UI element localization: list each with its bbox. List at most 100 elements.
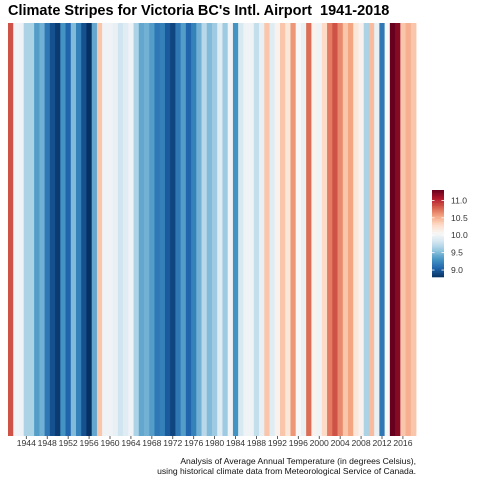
legend-color-segment [432,208,444,211]
stripe-1983 [227,23,234,436]
stripe-1981 [217,23,223,436]
legend-color-segment [432,245,444,247]
stripe-2010 [368,23,375,436]
stripe-1965 [133,23,140,436]
stripe-2000 [316,23,323,436]
stripe-2006 [348,23,354,436]
stripe-1969 [154,23,161,436]
legend-color-segment [432,236,444,239]
stripe-1970 [159,23,166,436]
x-tick-label: 2008 [352,438,371,448]
legend-color-segment [432,221,444,224]
x-axis-ticks: 1944 1948 1952 1956 1960 1964 1968 1972 1976 1980… [17,436,413,448]
stripe-1985 [238,23,244,436]
chart-title: Climate Stripes for Victoria BC's Intl. … [8,3,390,19]
legend-color-segment [432,216,444,218]
stripe-2013 [384,23,391,436]
stripe-1997 [300,23,307,436]
x-tick-label: 1968 [142,438,161,448]
stripe-1989 [259,23,265,436]
stripe-1946 [34,23,40,436]
stripe-2003 [332,23,338,436]
legend-color-segment [432,263,444,266]
legend-color-segment [432,272,444,275]
legend-color-segment [432,271,444,273]
x-tick-label: 1984 [226,438,245,448]
stripe-1959 [102,23,108,436]
caption-line-1: Analysis of Average Annual Temperature (… [180,456,416,466]
legend-color-segment [432,268,444,271]
legend-color-segment [432,256,444,259]
stripe-2002 [327,23,333,436]
x-tick-label: 1980 [205,438,224,448]
legend-color-segment [432,266,444,269]
stripe-1971 [164,23,171,436]
stripe-1980 [212,23,218,436]
legend-tick-label: 9.0 [451,265,463,275]
stripe-1958 [96,23,103,436]
stripe-1944 [23,23,30,436]
legend-color-segment [432,203,444,205]
legend-color-segment [432,198,444,201]
legend-color-segment [432,197,444,199]
stripe-1993 [280,23,286,436]
stripe-1967 [144,23,150,436]
stripe-2005 [342,23,349,436]
legend-color-segment [432,219,444,221]
stripe-1984 [232,23,239,436]
stripe-1962 [117,23,124,436]
legend-color-segment [432,248,444,250]
stripe-2009 [363,23,370,436]
stripe-1979 [206,23,213,436]
x-tick-label: 2000 [310,438,329,448]
legend-color-segment [432,259,444,262]
stripe-1955 [81,23,87,436]
legend-color-segment [432,275,444,278]
color-legend: 11.0 10.5 10.0 9.5 9.0 [432,190,468,278]
legend-tick-label: 9.5 [451,248,463,258]
stripe-1990 [264,23,270,436]
x-tick-label: 1976 [184,438,203,448]
legend-color-segment [432,210,444,213]
legend-color-segment [432,252,444,255]
stripe-2007 [353,23,359,436]
stripe-1998 [306,23,312,436]
stripe-1992 [274,23,281,436]
stripe-1964 [128,23,134,436]
x-tick-label: 2004 [331,438,350,448]
legend-color-segment [432,201,444,204]
legend-color-segment [432,232,444,234]
legend-color-segment [432,195,444,198]
stripe-2004 [337,23,344,436]
stripe-1976 [191,23,197,436]
legend-color-segment [432,269,444,272]
stripe-1954 [76,23,82,436]
legend-color-segment [432,191,444,194]
legend-color-segment [432,265,444,268]
stripe-1982 [222,23,229,436]
legend-color-segment [432,194,444,197]
stripe-1951 [60,23,66,436]
legend-color-segment [432,223,444,226]
stripe-1995 [290,23,297,436]
stripe-1945 [28,23,35,436]
legend-color-segment [432,246,444,249]
stripe-2017 [405,23,412,436]
stripe-1975 [185,23,192,436]
x-tick-label: 1948 [38,438,57,448]
stripe-2012 [379,23,386,436]
legend-color-segment [432,239,444,242]
stripe-2015 [395,23,401,436]
stripe-1986 [243,23,250,436]
stripe-2016 [400,23,406,436]
x-tick-label: 1996 [289,438,308,448]
legend-color-segment [432,214,444,217]
stripe-1974 [180,23,187,436]
stripe-1957 [91,23,98,436]
legend-color-segment [432,274,444,276]
legend-color-segment [432,204,444,207]
stripe-1978 [201,23,208,436]
stripes-group [8,23,417,436]
x-tick-label: 1992 [268,438,287,448]
